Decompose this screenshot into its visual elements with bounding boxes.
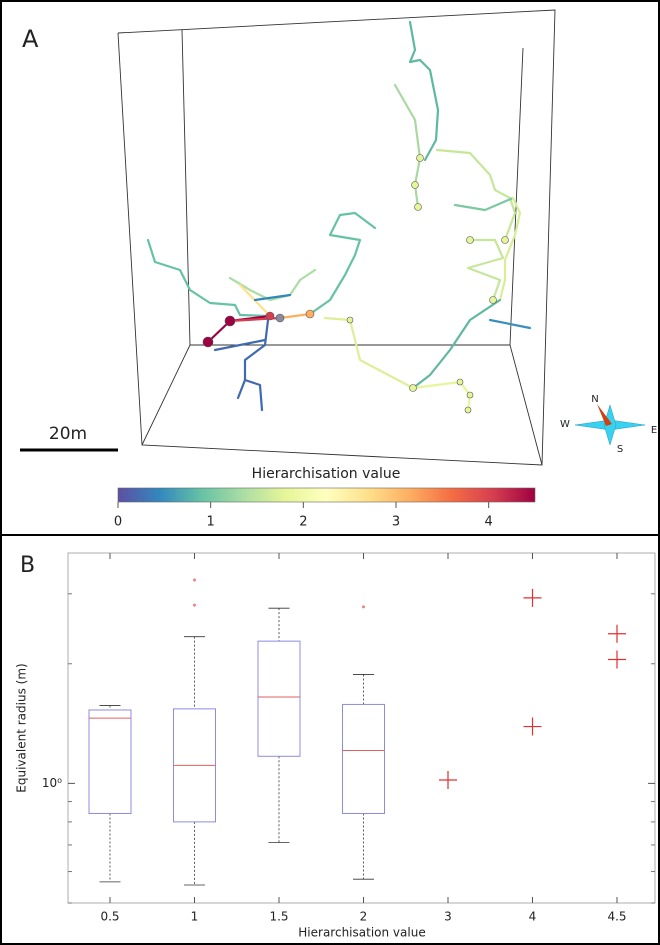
y-tick-label: 10⁰ <box>42 776 62 790</box>
point <box>439 770 457 789</box>
panel-label: B <box>20 553 35 578</box>
network <box>146 20 532 414</box>
outlier <box>193 578 196 582</box>
bounding-box <box>117 9 556 466</box>
colorbar-label: Hierarchisation value <box>252 466 401 482</box>
colorbar-tick-label: 3 <box>392 515 400 530</box>
x-tick-label: 0.5 <box>100 910 119 924</box>
x-tick-label: 1 <box>191 910 199 924</box>
point <box>523 717 542 736</box>
compass: N W E S <box>560 394 657 455</box>
x-tick-label: 4.5 <box>607 910 626 924</box>
outlier <box>193 603 196 607</box>
colorbar-tick-label: 0 <box>114 515 122 530</box>
compass-w: W <box>560 419 570 430</box>
panel-b-frame <box>0 534 660 945</box>
y-axis-label: Equivalent radius (m) <box>15 663 29 792</box>
x-axis-label: Hierarchisation value <box>298 926 425 940</box>
colorbar-tick-label: 1 <box>207 515 215 530</box>
x-tick-label: 1.5 <box>269 910 288 924</box>
compass-e: E <box>651 425 657 436</box>
scale-bar-label: 20m <box>49 424 87 444</box>
colorbar <box>117 487 536 503</box>
point <box>608 650 626 669</box>
colorbar-tick-label: 4 <box>485 515 493 530</box>
x-tick-label: 4 <box>529 910 537 924</box>
plot-area <box>67 552 656 904</box>
x-tick-label: 2 <box>360 910 368 924</box>
panel-label: A <box>22 25 39 53</box>
point <box>608 624 626 643</box>
compass-n: N <box>591 394 598 405</box>
box <box>342 703 385 814</box>
colorbar-tick-label: 2 <box>299 515 307 530</box>
box <box>257 640 301 757</box>
panel-a-frame <box>0 0 660 536</box>
outlier <box>362 605 365 609</box>
box <box>88 709 132 814</box>
x-tick-label: 3 <box>444 910 452 924</box>
point <box>523 588 542 607</box>
compass-s: S <box>617 444 623 455</box>
